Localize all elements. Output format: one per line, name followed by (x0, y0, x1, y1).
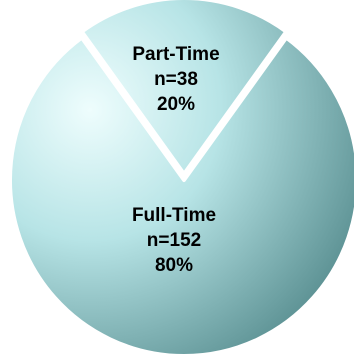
slice-label-full-time-category: Full-Time (132, 205, 216, 226)
slice-label-part-time-count: n=38 (154, 69, 198, 90)
pie-slice-part-time (79, 0, 289, 176)
slice-label-part-time-percent: 20% (157, 94, 195, 115)
slice-label-full-time-count: n=152 (147, 230, 201, 251)
pie-slice-full-time (8, 35, 354, 358)
slice-label-part-time-category: Part-Time (132, 44, 219, 65)
slice-label-full-time-percent: 80% (155, 255, 193, 276)
pie-labels: Part-Time n=38 20% Full-Time n=152 80% (132, 44, 220, 276)
pie-slices (8, 0, 354, 358)
